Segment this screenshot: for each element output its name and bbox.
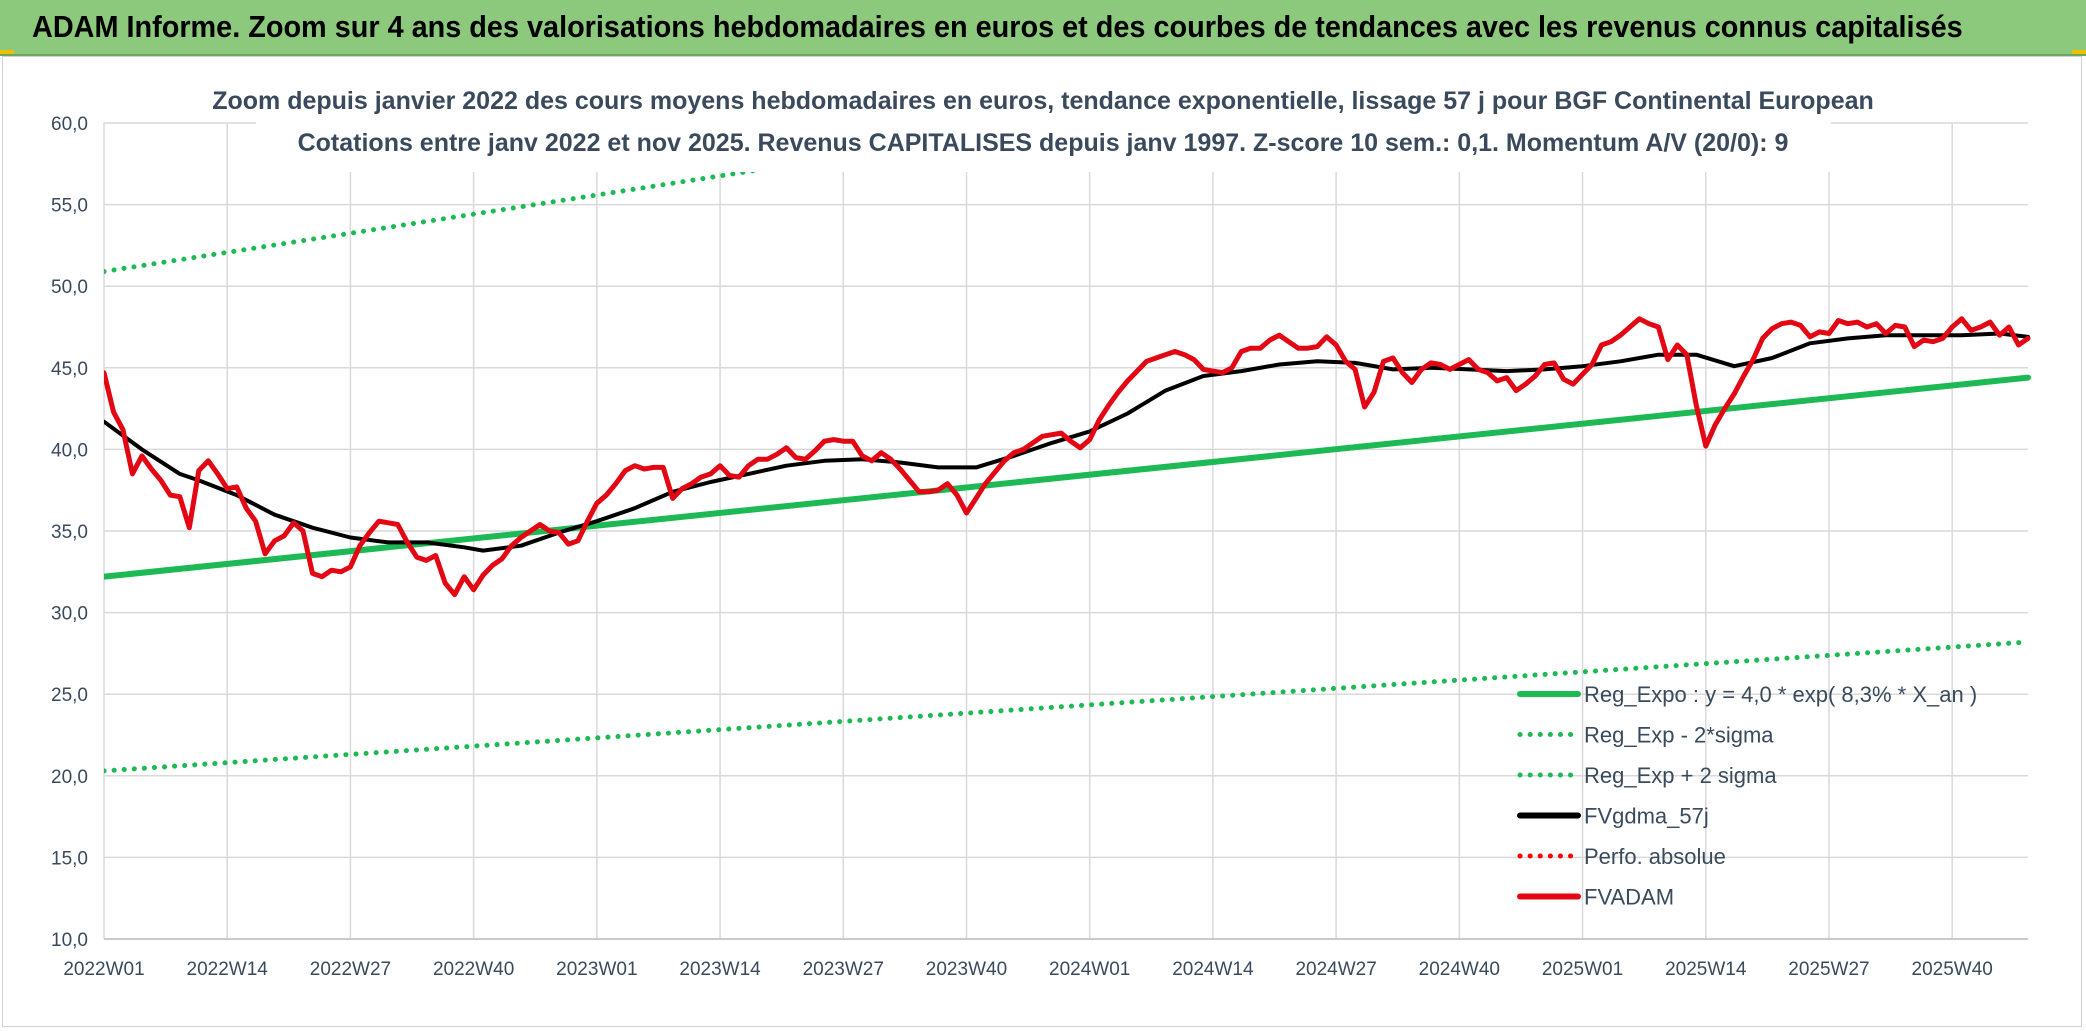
x-tick-label: 2025W27 <box>1788 959 1869 980</box>
x-tick-label: 2022W40 <box>433 959 514 980</box>
grid-lines <box>103 122 2028 940</box>
x-tick-label: 2022W14 <box>187 959 269 980</box>
x-tick-label: 2024W14 <box>1172 959 1254 980</box>
x-tick-label: 2022W27 <box>310 959 391 980</box>
series-lines <box>104 119 2031 774</box>
x-tick-label: 2025W14 <box>1665 959 1747 980</box>
x-tick-label: 2022W01 <box>63 959 144 980</box>
y-tick-label: 25,0 <box>51 685 88 706</box>
y-tick-label: 50,0 <box>51 277 88 298</box>
x-tick-label: 2025W01 <box>1542 959 1623 980</box>
x-tick-label: 2023W01 <box>556 959 637 980</box>
x-tick-label: 2023W14 <box>679 959 761 980</box>
x-axis-ticks: 2022W01 2022W14 2022W27 2022W40 2023W01 2023W… <box>63 959 1993 980</box>
report-banner: ADAM Informe. Zoom sur 4 ans des valoris… <box>0 0 2086 56</box>
x-tick-label: 2025W40 <box>1912 959 1993 980</box>
chart-title: Zoom depuis janvier 2022 des cours moyen… <box>212 87 1874 115</box>
y-tick-label: 60,0 <box>51 114 88 135</box>
y-tick-label: 15,0 <box>51 848 88 869</box>
x-tick-label: 2024W40 <box>1419 959 1500 980</box>
y-tick-label: 55,0 <box>51 196 88 217</box>
y-tick-label: 20,0 <box>51 767 88 788</box>
report-title: ADAM Informe. Zoom sur 4 ans des valoris… <box>32 9 1963 44</box>
y-tick-label: 10,0 <box>51 930 88 951</box>
legend-label: FVgdma_57j <box>1584 804 1709 829</box>
legend-label: Reg_Exp + 2 sigma <box>1584 763 1777 788</box>
series-line-0 <box>104 374 2031 580</box>
legend-label: Reg_Expo : y = 4,0 * exp( 8,3% * X_an ) <box>1584 682 1977 707</box>
x-tick-label: 2024W27 <box>1295 959 1376 980</box>
chart-frame <box>2 56 2082 1027</box>
banner-corner-left <box>0 50 14 54</box>
series-line-3 <box>104 331 2030 553</box>
title-background <box>256 80 1831 172</box>
y-tick-label: 45,0 <box>51 359 88 380</box>
y-tick-label: 40,0 <box>51 440 88 461</box>
x-tick-label: 2023W27 <box>803 959 884 980</box>
legend-label: FVADAM <box>1584 885 1674 910</box>
y-axis-ticks: 10,0 15,0 20,0 25,0 30,0 35,0 40,0 45,0 50,0 55,0… <box>51 114 88 951</box>
chart-subtitle: Cotations entre janv 2022 et nov 2025. R… <box>298 129 1789 157</box>
y-tick-label: 30,0 <box>51 604 88 625</box>
x-tick-label: 2024W01 <box>1049 959 1130 980</box>
series-line-2 <box>104 119 1103 274</box>
series-line-1 <box>104 639 2031 774</box>
legend: Reg_Expo : y = 4,0 * exp( 8,3% * X_an ) R… <box>1517 682 1977 910</box>
banner-corner-right <box>2072 50 2086 54</box>
legend-label: Reg_Exp - 2*sigma <box>1584 723 1774 748</box>
legend-label: Perfo. absolue <box>1584 844 1726 869</box>
series-line-5 <box>104 316 2031 598</box>
x-tick-label: 2023W40 <box>926 959 1007 980</box>
y-tick-label: 35,0 <box>51 522 88 543</box>
